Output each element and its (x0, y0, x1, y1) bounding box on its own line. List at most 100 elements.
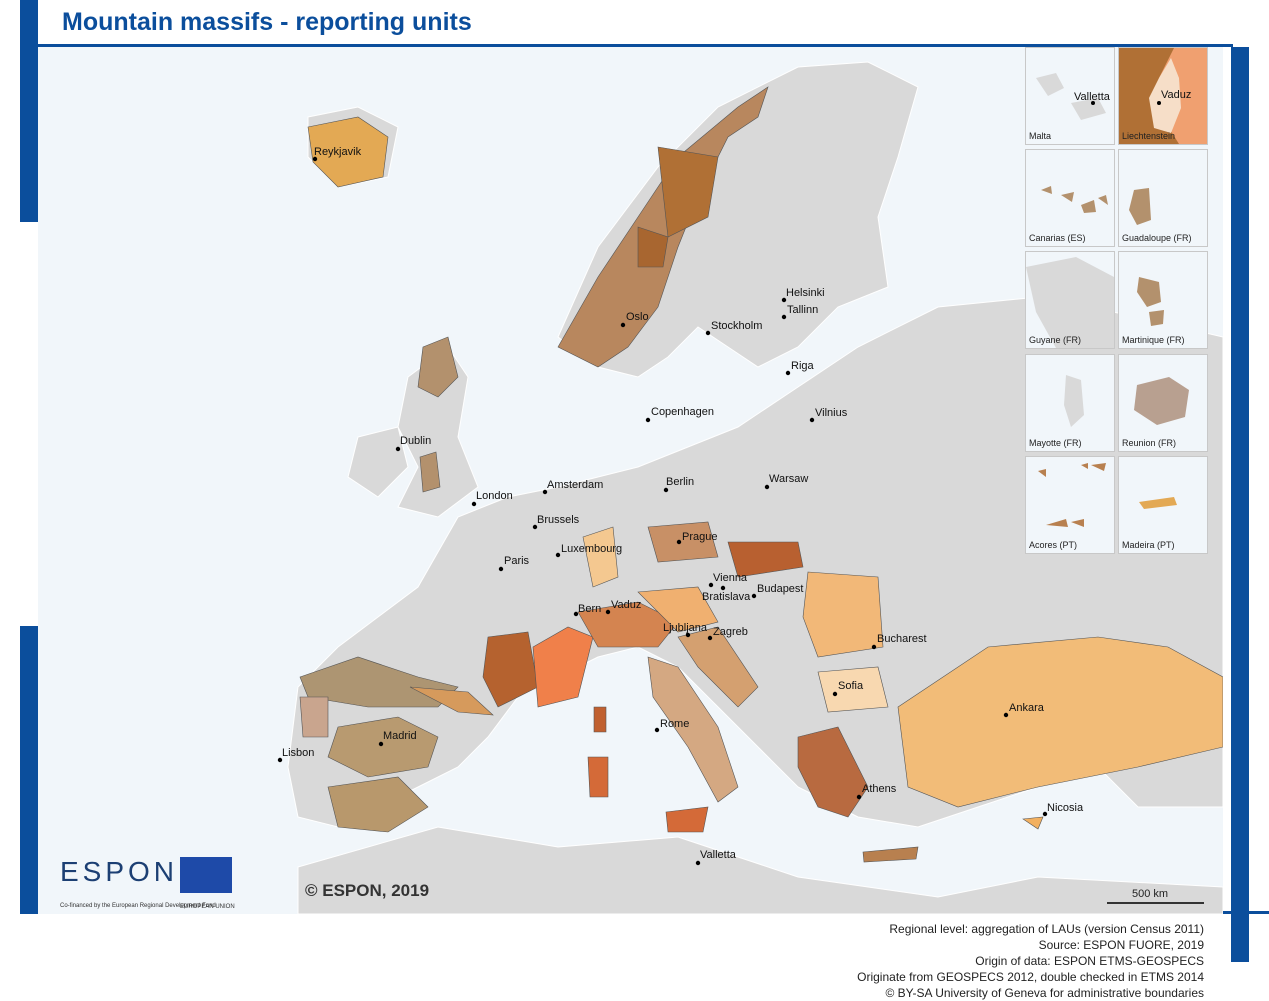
inset-acores-map (1038, 463, 1106, 527)
massif-jura-vosges (582, 526, 619, 588)
city-label-budapest: Budapest (757, 583, 803, 595)
inset-canarias-map (1041, 186, 1108, 213)
city-label-ankara: Ankara (1009, 702, 1045, 714)
massif-cyprus (1022, 816, 1044, 830)
inset-reunion: Reunion (FR) (1118, 354, 1208, 452)
inset-malta-city: Valletta (1074, 91, 1111, 103)
city-dot-vienna (708, 582, 714, 588)
city-label-vilnius: Vilnius (815, 407, 848, 419)
city-dot-berlin (663, 487, 669, 493)
city-label-bratislava: Bratislava (702, 591, 751, 603)
city-label-bucharest: Bucharest (877, 633, 927, 645)
accent-bar-top-left (20, 0, 38, 222)
massif-massif-central (482, 631, 539, 708)
city-dot-bratislava (720, 585, 726, 591)
inset-label-martinique: Martinique (FR) (1122, 335, 1185, 345)
city-label-helsinki: Helsinki (786, 287, 825, 299)
eu-flag-subtitle: EUROPEAN UNION (180, 904, 235, 910)
massif-sicily (665, 806, 709, 833)
inset-liechtenstein-map: Vaduz (1149, 48, 1207, 144)
inset-reunion-map (1134, 377, 1189, 425)
massif-balkan (817, 666, 889, 713)
accent-bar-right (1231, 47, 1249, 962)
city-label-tallinn: Tallinn (787, 304, 818, 316)
footer-line: © BY-SA University of Geneva for adminis… (885, 986, 1204, 1000)
massif-iberia-pyrenees (409, 686, 494, 716)
city-label-ljubljana: Ljubljana (663, 622, 708, 634)
massif-alps-central (577, 601, 679, 648)
inset-label-madeira: Madeira (PT) (1122, 540, 1175, 550)
inset-malta: Valletta Malta (1025, 47, 1115, 145)
inset-mayotte: Mayotte (FR) (1025, 354, 1115, 452)
city-dot-brussels (532, 524, 538, 530)
city-dot-rome (654, 727, 660, 733)
inset-label-canarias: Canarias (ES) (1029, 233, 1086, 243)
inset-label-reunion: Reunion (FR) (1122, 438, 1177, 448)
inset-label-mayotte: Mayotte (FR) (1029, 438, 1082, 448)
footer-line: Originate from GEOSPECS 2012, double che… (857, 970, 1204, 984)
city-label-riga: Riga (791, 360, 815, 372)
accent-bar-title-line (38, 44, 1233, 47)
scale-bar (1107, 902, 1204, 904)
city-label-bern: Bern (578, 603, 601, 615)
inset-martinique: Martinique (FR) (1118, 251, 1208, 349)
inset-mayotte-map (1064, 375, 1084, 427)
eu-flag-icon (180, 857, 232, 893)
massif-apennines (647, 656, 739, 803)
footer-line: Origin of data: ESPON ETMS-GEOSPECS (975, 954, 1204, 968)
accent-bar-bottom-left (20, 626, 38, 914)
city-label-copenhagen: Copenhagen (651, 406, 714, 418)
city-label-zagreb: Zagreb (713, 626, 748, 638)
espon-logo: ESPON (60, 856, 179, 887)
inset-label-acores: Acores (PT) (1029, 540, 1078, 550)
city-dot-madrid (378, 741, 384, 747)
footer-line: Source: ESPON FUORE, 2019 (1038, 938, 1204, 952)
map-title: Mountain massifs - reporting units (62, 8, 472, 36)
city-dot-ankara (1003, 712, 1009, 718)
city-label-lisbon: Lisbon (282, 747, 314, 759)
city-dot-oslo (620, 322, 626, 328)
city-label-luxembourg: Luxembourg (561, 543, 622, 555)
city-label-dublin: Dublin (400, 435, 431, 447)
city-label-reykjavik: Reykjavik (314, 146, 362, 158)
inset-label-malta: Malta (1029, 131, 1052, 141)
inset-acores: Acores (PT) (1025, 456, 1115, 554)
massif-sardinia (587, 756, 609, 798)
city-dot-athens (856, 794, 862, 800)
city-label-amsterdam: Amsterdam (547, 479, 603, 491)
inset-martinique-map (1137, 277, 1164, 326)
massif-carpathians-romania (802, 571, 884, 658)
city-dot-paris (498, 566, 504, 572)
city-dot-riga (785, 370, 791, 376)
massif-alps-east (637, 586, 719, 633)
massif-scandinavian-core (657, 146, 719, 238)
inset-canarias: Canarias (ES) (1025, 149, 1115, 247)
massif-crete (862, 846, 919, 863)
city-label-stockholm: Stockholm (711, 320, 762, 332)
massif-iberia-central (327, 716, 439, 778)
massif-iberia-south (327, 776, 429, 833)
inset-madeira: Madeira (PT) (1118, 456, 1208, 554)
city-dot-zagreb (707, 635, 713, 641)
city-dot-budapest (751, 593, 757, 599)
city-label-paris: Paris (504, 555, 530, 567)
city-label-vaduz: Vaduz (611, 599, 641, 611)
massif-iceland (307, 116, 389, 188)
city-dot-helsinki (781, 297, 787, 303)
city-label-rome: Rome (660, 718, 689, 730)
north-africa-land (297, 826, 1223, 914)
city-dot-prague (676, 539, 682, 545)
city-dot-ljubljana (685, 632, 691, 638)
mountain-massifs (299, 86, 1223, 863)
footer-line: Regional level: aggregation of LAUs (ver… (889, 922, 1204, 936)
city-label-warsaw: Warsaw (769, 473, 808, 485)
city-label-madrid: Madrid (383, 730, 417, 742)
city-dot-dublin (395, 446, 401, 452)
city-label-nicosia: Nicosia (1047, 802, 1084, 814)
city-dot-amsterdam (542, 489, 548, 495)
inset-guadaloupe: Guadaloupe (FR) (1118, 149, 1208, 247)
inset-madeira-map (1139, 497, 1177, 509)
massif-carpathians-west (727, 541, 804, 578)
inset-guyane-map (1026, 257, 1114, 348)
massif-wales (419, 451, 441, 493)
